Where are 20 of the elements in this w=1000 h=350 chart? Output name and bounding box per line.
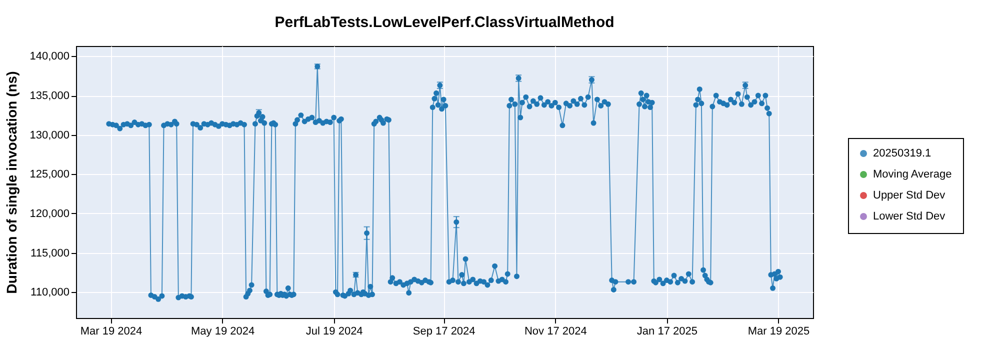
y-tick-label: 130,000 (30, 129, 70, 142)
x-tick-label: Mar 19 2024 (80, 326, 142, 338)
legend-label: Upper Std Dev (873, 190, 946, 202)
legend-label: Moving Average (873, 168, 952, 180)
legend-label: 20250319.1 (873, 148, 932, 160)
chart-title: PerfLabTests.LowLevelPerf.ClassVirtualMethod (274, 14, 614, 31)
x-tick-label: Sep 17 2024 (412, 326, 476, 338)
y-axis-title: Duration of single invocation (ns) (4, 71, 20, 294)
x-tick-label: Mar 19 2025 (748, 326, 810, 338)
y-tick-label: 120,000 (30, 208, 70, 220)
x-tick-label: Nov 17 2024 (524, 326, 587, 338)
x-tick-label: Jul 19 2024 (306, 326, 363, 338)
y-tick-label: 125,000 (30, 168, 70, 181)
legend-label: Lower Std Dev (873, 210, 946, 222)
x-tick-label: Jan 17 2025 (636, 326, 698, 338)
y-tick-label: 135,000 (30, 90, 70, 102)
x-tick-label: May 19 2024 (191, 326, 255, 338)
y-tick-label: 140,000 (30, 50, 70, 63)
y-tick-label: 110,000 (30, 286, 70, 299)
y-tick-label: 115,000 (30, 247, 70, 260)
